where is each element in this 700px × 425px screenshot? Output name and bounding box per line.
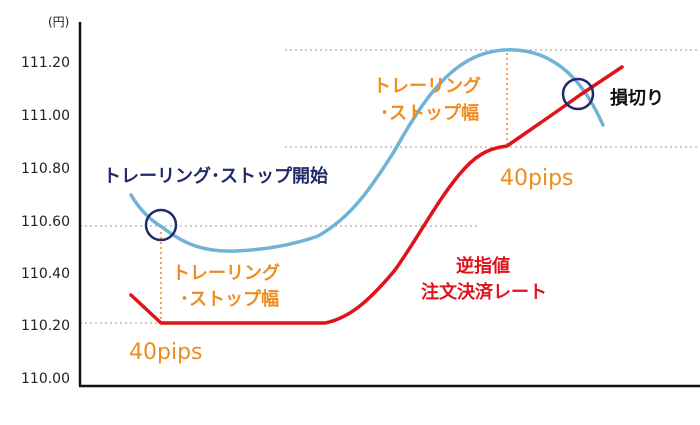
pips-label-1: 40pips	[129, 340, 203, 365]
pips-label-2: 40pips	[500, 166, 574, 191]
stop-loss-marker	[561, 77, 595, 111]
y-tick-label: 110.60	[21, 214, 70, 230]
y-unit-label: (円)	[48, 15, 69, 29]
y-tick-label: 110.20	[21, 318, 70, 334]
y-tick-label: 110.40	[21, 266, 70, 282]
stop-order-label-line2: 注文決済レート	[421, 281, 547, 303]
y-tick-label: 110.80	[21, 161, 70, 177]
trailing-width-label-2-line2: ･ストップ幅	[380, 102, 479, 124]
trailing-width-label-1-line1: トレーリング	[172, 262, 280, 284]
y-tick-label: 110.00	[21, 371, 70, 387]
trailing-width-label-1-line2: ･ストップ幅	[180, 288, 279, 310]
y-tick-label: 111.00	[21, 108, 70, 124]
y-tick-label: 111.20	[21, 55, 70, 71]
y-tick-labels: 111.20 111.00 110.80 110.60 110.40 110.2…	[21, 55, 70, 387]
stop-loss-label: 損切り	[610, 87, 664, 109]
stop-order-label-line1: 逆指値	[456, 255, 510, 277]
trailing-start-label: トレーリング･ストップ開始	[103, 165, 328, 187]
trailing-start-marker	[144, 208, 178, 242]
price-series-line	[129, 48, 605, 253]
trailing-width-label-2-line1: トレーリング	[373, 75, 481, 97]
stop-order-series-line	[129, 65, 624, 325]
